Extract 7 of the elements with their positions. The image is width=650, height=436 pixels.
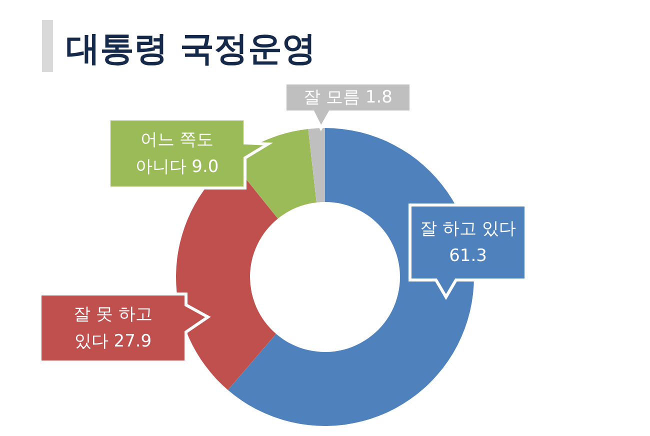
- slice-label: 잘 모름: [304, 88, 366, 108]
- data-label: 1.8: [365, 88, 392, 108]
- data-label: 61.3: [449, 246, 487, 266]
- slice-label: 잘 하고 있다: [420, 219, 516, 239]
- data-label: 9.0: [192, 157, 219, 177]
- data-label: 27.9: [114, 332, 152, 352]
- chart-title: 대통령 국정운영: [66, 29, 316, 69]
